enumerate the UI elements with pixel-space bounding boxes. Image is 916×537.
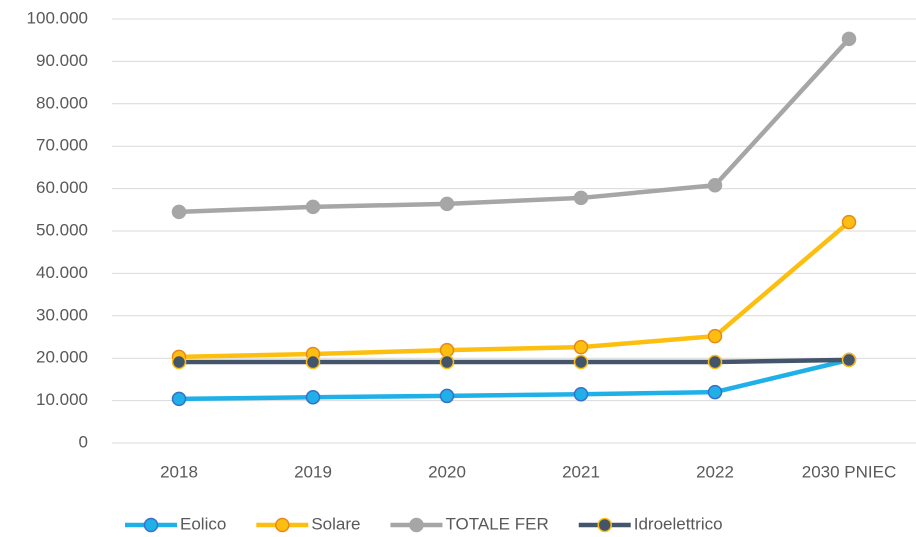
legend-label: Eolico [180, 514, 226, 533]
y-tick-label: 10.000 [36, 390, 88, 409]
marker [439, 342, 455, 358]
y-tick-label: 60.000 [36, 178, 88, 197]
series-line [178, 37, 851, 215]
y-tick-label: 50.000 [36, 220, 88, 239]
y-tick-label: 20.000 [36, 348, 88, 367]
y-tick-label: 40.000 [36, 263, 88, 282]
legend-marker [275, 517, 290, 533]
legend-label: Idroelettrico [634, 514, 723, 533]
legend-label: TOTALE FER [445, 514, 548, 533]
marker [707, 177, 723, 193]
marker [305, 389, 321, 405]
marker [439, 388, 455, 404]
series-line [179, 357, 850, 365]
legend-marker [409, 517, 424, 533]
marker [573, 339, 589, 355]
marker [707, 384, 723, 400]
marker [171, 391, 187, 407]
marker [841, 214, 857, 230]
y-tick-label: 30.000 [36, 305, 88, 324]
legend-marker [143, 517, 159, 533]
y-tick-label: 80.000 [36, 93, 88, 112]
legend-label: Solare [311, 514, 360, 533]
series-line [178, 357, 850, 402]
x-tick-label: 2030 PNIEC [802, 462, 897, 481]
marker [707, 354, 723, 370]
y-tick-label: 70.000 [36, 136, 88, 155]
x-tick-label: 2021 [562, 462, 600, 481]
y-tick-label: 0 [79, 432, 88, 451]
y-tick-label: 90.000 [36, 51, 88, 70]
marker [573, 354, 589, 370]
x-tick-label: 2018 [160, 462, 198, 481]
marker [841, 31, 857, 47]
marker [171, 354, 187, 370]
marker [439, 196, 455, 212]
marker [171, 204, 187, 220]
marker [573, 190, 589, 206]
x-tick-label: 2020 [428, 462, 466, 481]
marker [305, 354, 321, 370]
marker [439, 354, 455, 370]
marker [707, 328, 723, 344]
y-tick-label: 100.000 [27, 8, 88, 27]
marker [841, 352, 857, 368]
x-tick-label: 2022 [696, 462, 734, 481]
marker [573, 386, 589, 402]
x-tick-label: 2019 [294, 462, 332, 481]
series-line [178, 220, 851, 360]
legend-marker [597, 517, 612, 533]
marker [305, 199, 321, 215]
